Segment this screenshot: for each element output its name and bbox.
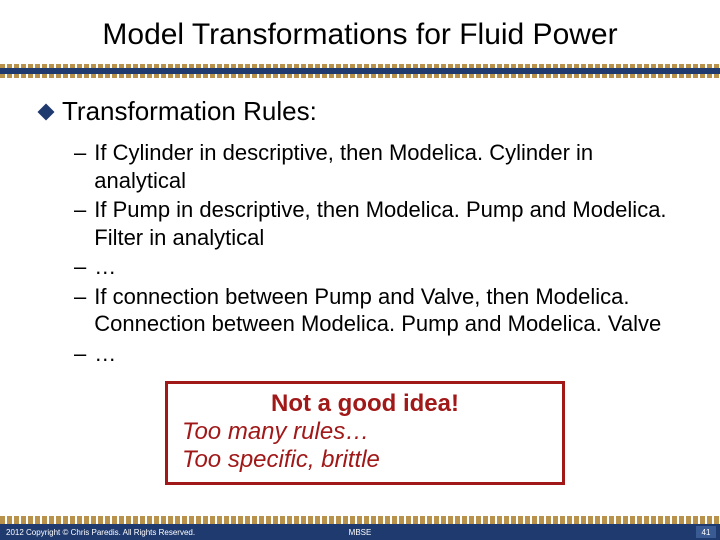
copyright-text: 2012 Copyright © Chris Paredis. All Righ… — [6, 528, 195, 537]
rule-text: If Pump in descriptive, then Modelica. P… — [94, 196, 690, 251]
section-heading: Transformation Rules: — [62, 96, 317, 127]
slide: Model Transformations for Fluid Power Tr… — [0, 0, 720, 540]
callout-line-1: Not a good idea! — [182, 390, 548, 418]
dash-bullet: – — [74, 196, 86, 251]
footer-stripe — [0, 516, 720, 524]
footer-bar: 2012 Copyright © Chris Paredis. All Righ… — [0, 524, 720, 540]
list-item: – If Cylinder in descriptive, then Model… — [74, 139, 690, 194]
list-item: – If Pump in descriptive, then Modelica.… — [74, 196, 690, 251]
diamond-bullet-icon — [38, 104, 55, 121]
list-item: – If connection between Pump and Valve, … — [74, 283, 690, 338]
title-divider — [0, 64, 720, 78]
callout-line-3: Too specific, brittle — [182, 446, 548, 474]
list-item: – … — [74, 253, 690, 281]
rule-text: If connection between Pump and Valve, th… — [94, 283, 690, 338]
list-item: – … — [74, 340, 690, 368]
rules-list: – If Cylinder in descriptive, then Model… — [40, 139, 690, 367]
dash-bullet: – — [74, 340, 86, 368]
footer-center-text: MBSE — [349, 528, 372, 537]
dash-bullet: – — [74, 139, 86, 194]
callout-line-2: Too many rules… — [182, 418, 548, 446]
slide-title: Model Transformations for Fluid Power — [0, 0, 720, 64]
heading-row: Transformation Rules: — [40, 96, 690, 127]
dash-bullet: – — [74, 253, 86, 281]
content-area: Transformation Rules: – If Cylinder in d… — [0, 78, 720, 495]
callout-box: Not a good idea! Too many rules… Too spe… — [165, 381, 565, 485]
dash-bullet: – — [74, 283, 86, 338]
page-number: 41 — [696, 526, 716, 538]
rule-text: … — [94, 253, 116, 281]
rule-text: … — [94, 340, 116, 368]
rule-text: If Cylinder in descriptive, then Modelic… — [94, 139, 690, 194]
